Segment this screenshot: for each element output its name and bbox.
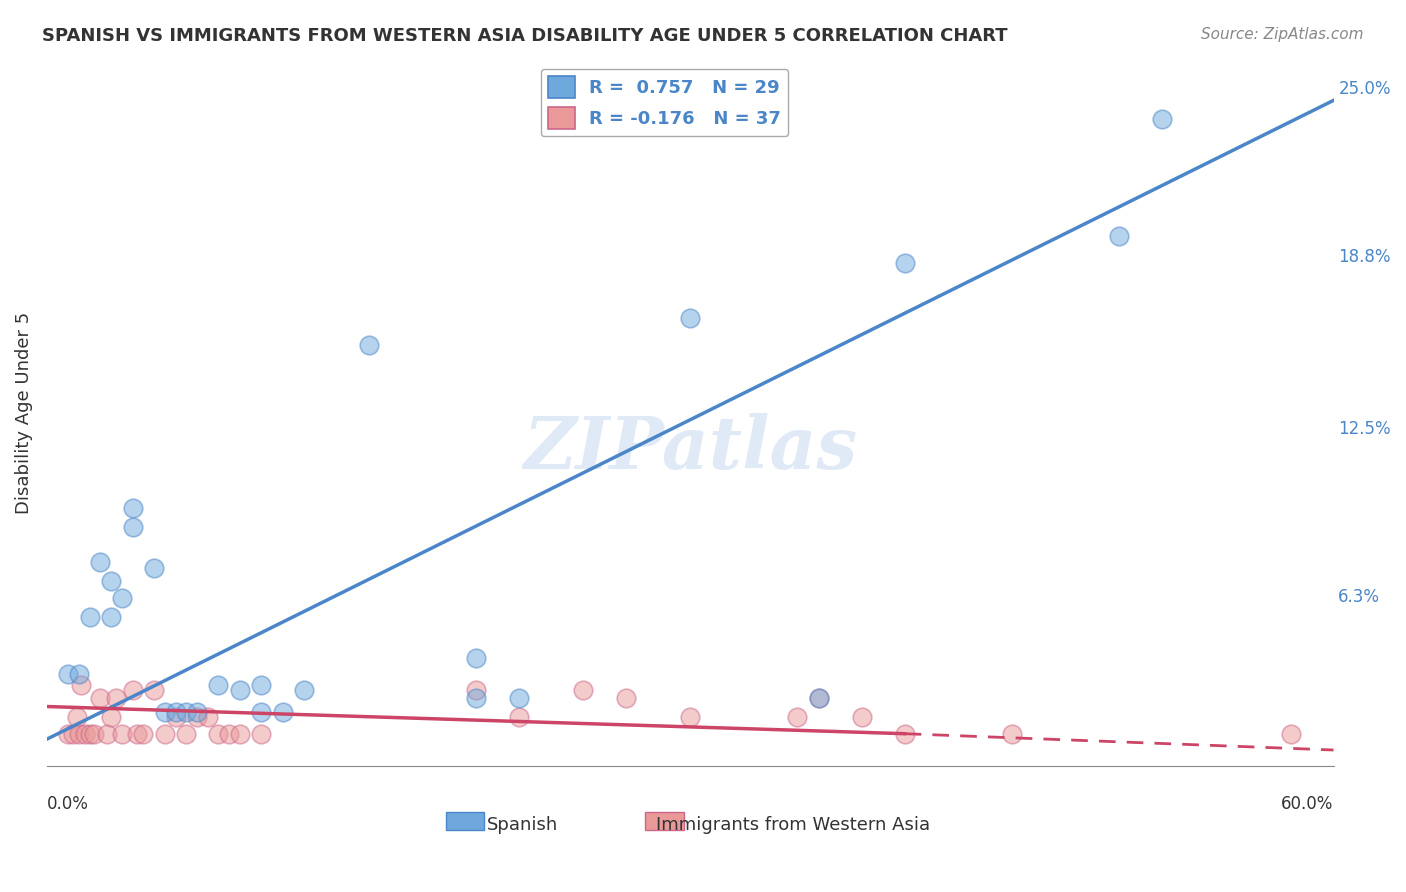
Legend: R =  0.757   N = 29, R = -0.176   N = 37: R = 0.757 N = 29, R = -0.176 N = 37 [540,69,789,136]
Point [70,678,93,692]
Point [89,691,111,706]
Point [62,727,84,741]
FancyBboxPatch shape [446,813,484,830]
Point [121,501,143,516]
Text: Spanish: Spanish [488,816,558,834]
Point [197,710,219,724]
Point [572,683,595,698]
Point [893,727,915,741]
Point [250,678,273,692]
Text: 60.0%: 60.0% [1281,795,1333,813]
Point [218,727,240,741]
Point [83,727,105,741]
Point [58,666,80,681]
Point [250,705,273,719]
Point [250,727,273,741]
Point [165,710,187,724]
Point [807,691,830,706]
Point [508,691,530,706]
Point [679,310,702,325]
Point [1279,727,1302,741]
Point [100,710,122,724]
Point [104,691,127,706]
Point [143,561,166,575]
Text: Source: ZipAtlas.com: Source: ZipAtlas.com [1201,27,1364,42]
FancyBboxPatch shape [645,813,683,830]
Point [464,650,486,665]
Point [96,727,118,741]
Point [1108,229,1130,244]
Point [153,727,176,741]
Point [153,705,176,719]
Point [807,691,830,706]
Point [271,705,294,719]
Point [79,610,101,624]
Point [786,710,808,724]
Point [229,683,252,698]
Point [174,727,197,741]
Text: 0.0%: 0.0% [46,795,89,813]
Point [121,683,143,698]
Point [121,520,143,534]
Point [229,727,252,741]
Point [111,591,134,605]
Point [165,705,187,719]
Point [100,610,122,624]
Point [292,683,315,698]
Point [58,727,80,741]
Point [357,338,380,352]
Text: ZIPatlas: ZIPatlas [523,413,858,483]
Point [66,710,89,724]
Point [614,691,637,706]
Point [186,710,208,724]
Point [851,710,873,724]
Point [207,678,229,692]
Point [111,727,134,741]
Point [186,705,208,719]
Point [508,710,530,724]
Point [207,727,229,741]
Point [67,727,90,741]
Text: Immigrants from Western Asia: Immigrants from Western Asia [657,816,931,834]
Y-axis label: Disability Age Under 5: Disability Age Under 5 [15,312,32,514]
Point [79,727,101,741]
Point [464,691,486,706]
Point [67,666,90,681]
Point [174,705,197,719]
Point [893,256,915,270]
Point [75,727,97,741]
Text: SPANISH VS IMMIGRANTS FROM WESTERN ASIA DISABILITY AGE UNDER 5 CORRELATION CHART: SPANISH VS IMMIGRANTS FROM WESTERN ASIA … [42,27,1008,45]
Point [100,574,122,589]
Point [89,556,111,570]
Point [143,683,166,698]
Point [125,727,148,741]
Point [132,727,155,741]
Point [1001,727,1024,741]
Point [464,683,486,698]
Point [679,710,702,724]
Point [1150,112,1173,127]
